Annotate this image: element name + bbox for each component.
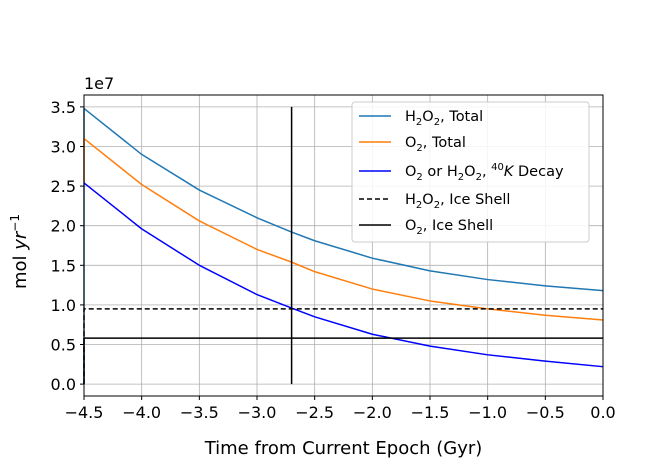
y-tick-label: 1.5 bbox=[51, 256, 76, 275]
legend-entry-label: H2O2, Ice Shell bbox=[405, 192, 510, 211]
legend-text-part: 2 bbox=[416, 143, 422, 154]
series-line-1 bbox=[83, 137, 604, 321]
legend-text-part: , Total bbox=[423, 135, 466, 151]
y-label-rate: yr bbox=[10, 230, 31, 251]
x-tick-label: −4.5 bbox=[65, 403, 104, 422]
y-label-exponent: −1 bbox=[8, 214, 22, 232]
legend-text-part: O bbox=[405, 135, 416, 151]
legend-text-part: H bbox=[405, 109, 416, 125]
x-axis-label: Time from Current Epoch (Gyr) bbox=[204, 438, 483, 459]
y-axis-label: mol yr−1 bbox=[8, 214, 31, 289]
y-tick-label: 0.0 bbox=[51, 375, 76, 394]
legend-text-part: 2 bbox=[416, 200, 422, 211]
x-tick-label: −1.5 bbox=[411, 403, 450, 422]
y-axis-offset-text: 1e7 bbox=[84, 74, 114, 93]
legend-text-part: O bbox=[464, 164, 475, 180]
x-tick-label: −0.5 bbox=[526, 403, 565, 422]
x-tick-label: −3.5 bbox=[180, 403, 219, 422]
x-tick-label: −2.0 bbox=[353, 403, 392, 422]
legend-entry-label: O2 or H2O2, 40K Decay bbox=[405, 162, 564, 183]
legend-text-part: , bbox=[482, 164, 491, 180]
x-tick-label: −4.0 bbox=[122, 403, 161, 422]
legend-text-part: 40 bbox=[491, 162, 504, 173]
y-tick-label: 3.5 bbox=[51, 98, 76, 117]
x-tick-label: −2.5 bbox=[295, 403, 334, 422]
legend-entry-label: O2, Ice Shell bbox=[405, 218, 493, 237]
legend-entry-label: H2O2, Total bbox=[405, 109, 483, 128]
legend-text-part: O bbox=[405, 164, 416, 180]
legend-text-part: or H bbox=[423, 164, 458, 180]
y-tick-label: 2.0 bbox=[51, 217, 76, 236]
legend-text-part: 2 bbox=[476, 172, 482, 183]
legend-box bbox=[351, 101, 590, 243]
y-label-unit: mol bbox=[10, 250, 31, 289]
legend-text-part: O bbox=[422, 109, 433, 125]
y-tick-label: 2.5 bbox=[51, 177, 76, 196]
legend-text-part: , Total bbox=[440, 109, 483, 125]
series-line-2 bbox=[83, 182, 604, 368]
x-tick-label: −1.0 bbox=[468, 403, 507, 422]
legend-text-part: 2 bbox=[416, 117, 422, 128]
legend-text-part: 2 bbox=[416, 226, 422, 237]
plot-frame bbox=[83, 94, 604, 397]
x-tick-label: −3.0 bbox=[238, 403, 277, 422]
y-tick-label: 1.0 bbox=[51, 296, 76, 315]
axis-ticks: −4.5 −4.0 −3.5 −3.0 −2.5 −2.0 −1.5 −1.0 −0.5 0.0 0… bbox=[51, 98, 616, 422]
legend-text-part: , Ice Shell bbox=[440, 192, 510, 208]
legend-text-part: O bbox=[422, 192, 433, 208]
legend-text-part: , Ice Shell bbox=[423, 218, 493, 234]
legend-entry-label: O2, Total bbox=[405, 135, 466, 154]
x-tick-label: 0.0 bbox=[590, 403, 615, 422]
y-tick-label: 3.0 bbox=[51, 137, 76, 156]
y-tick-label: 0.5 bbox=[51, 336, 76, 355]
legend-text-part: 2 bbox=[416, 172, 422, 183]
legend-text-part: 2 bbox=[434, 200, 440, 211]
legend-text-part: 2 bbox=[434, 117, 440, 128]
legend-text-part: 2 bbox=[458, 172, 464, 183]
legend-text-part: Decay bbox=[513, 164, 564, 180]
series-line-0 bbox=[83, 107, 604, 385]
legend-text-part: K bbox=[504, 164, 515, 180]
legend-text-part: O bbox=[405, 218, 416, 234]
legend-text-part: H bbox=[405, 192, 416, 208]
